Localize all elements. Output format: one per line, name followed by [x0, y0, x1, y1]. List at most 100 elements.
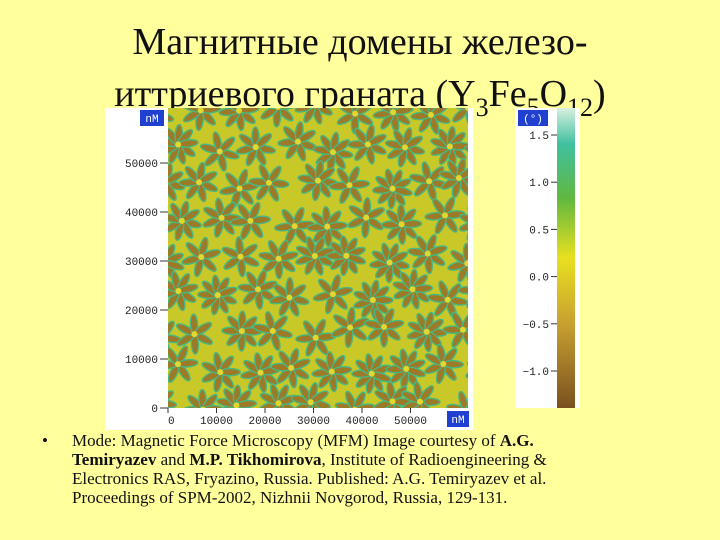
domain-center: [455, 175, 462, 182]
colorbar-tick-label: 0.5: [529, 225, 549, 237]
domain-center: [175, 141, 182, 148]
domain: [457, 285, 468, 295]
colorbar-tick-label: 0.0: [529, 273, 549, 285]
bullet-line: Electronics RAS, Fryazino, Russia. Publi…: [72, 469, 546, 488]
domain-center: [191, 331, 198, 338]
domain-center: [364, 141, 371, 148]
y-tick-label: 50000: [125, 159, 158, 171]
domain-center: [328, 368, 335, 375]
domain-center: [444, 296, 451, 303]
title-line-1: Магнитные домены железо-: [133, 21, 588, 63]
domain: [168, 260, 185, 271]
bullet-line: Mode: Magnetic Force Microscopy (MFM) Im…: [72, 431, 534, 450]
domain: [448, 108, 468, 111]
domain-center: [352, 406, 358, 408]
domain: [463, 143, 468, 153]
text-segment: Mode: Magnetic Force Microscopy (MFM) Im…: [72, 431, 500, 450]
domain-center: [218, 214, 225, 221]
domain-center: [329, 149, 336, 156]
text-segment: Temiryazev: [72, 450, 157, 469]
domain: [168, 399, 178, 408]
domain: [294, 108, 316, 113]
domain-center: [459, 326, 466, 333]
domain: [276, 108, 294, 122]
x-tick-label: 10000: [200, 416, 233, 428]
domain-center: [311, 253, 318, 260]
domain-center: [441, 212, 448, 219]
x-tick-label: 30000: [297, 416, 330, 428]
domain-center: [369, 296, 376, 303]
domain-center: [464, 260, 468, 267]
x-tick-label: 20000: [248, 416, 281, 428]
domain-center: [291, 223, 298, 230]
y-tick-label: 20000: [125, 306, 158, 318]
domain-center: [352, 110, 359, 117]
domain-center: [426, 178, 433, 185]
domain-center: [398, 221, 405, 228]
domain-center: [417, 398, 424, 405]
domain-center: [269, 327, 276, 334]
domain-center: [265, 179, 272, 186]
domain-center: [200, 406, 206, 408]
domain-center: [286, 294, 293, 301]
domain: [303, 108, 317, 124]
domain-center: [386, 259, 393, 266]
domain-center: [275, 255, 282, 262]
colorbar-tick-label: 1.0: [529, 178, 549, 190]
domain-center: [294, 138, 301, 145]
unit-box: [518, 110, 548, 126]
domain: [452, 108, 468, 123]
domain: [353, 391, 366, 408]
text-segment: M.P. Tikhomirova: [189, 450, 322, 469]
domain-center: [168, 181, 169, 185]
title-line-2: иттриевого граната (Y3Fe5O12): [114, 73, 605, 122]
x-unit: nM: [451, 415, 464, 427]
colorbar: [557, 108, 575, 408]
bullet-line: Proceedings of SPM-2002, Nizhnii Novgoro…: [72, 488, 507, 507]
colorbar-tick-label: 1.5: [529, 131, 549, 143]
text-segment: Proceedings of SPM-2002, Nizhnii Novgoro…: [72, 488, 507, 507]
unit-box: [140, 110, 164, 126]
y-tick-label: 10000: [125, 355, 158, 367]
domain: [458, 390, 468, 408]
domain-center: [389, 398, 396, 405]
domain-center: [329, 291, 336, 298]
domain-center: [217, 369, 224, 376]
domain-center: [247, 217, 254, 224]
domain: [182, 405, 204, 408]
domain-center: [252, 144, 259, 151]
domain-center: [403, 365, 410, 372]
domain: [260, 108, 279, 120]
domain-center: [465, 108, 468, 111]
x-tick-label: 40000: [345, 416, 378, 428]
domain: [168, 181, 177, 201]
domain: [168, 390, 175, 405]
domain-center: [197, 108, 204, 114]
domain-center: [347, 324, 354, 331]
domain-center: [427, 111, 434, 118]
domain-center: [446, 143, 453, 150]
domain-center: [257, 369, 264, 376]
domain-center: [346, 182, 353, 189]
magnetic-domains: [168, 108, 468, 408]
bullet-line: Temiryazev and M.P. Tikhomirova, Institu…: [72, 450, 547, 469]
domain: [459, 213, 468, 226]
domain-center: [363, 214, 370, 221]
domain: [202, 404, 224, 408]
domain: [277, 108, 299, 110]
domain-center: [238, 328, 245, 335]
y-tick-label: 0: [151, 404, 158, 416]
domain-center: [255, 286, 262, 293]
subscript: 3: [476, 93, 489, 122]
text-segment: A.G.: [500, 431, 534, 450]
domain: [313, 108, 333, 116]
bullet: •: [42, 431, 48, 450]
domain-center: [314, 177, 321, 184]
domain-center: [233, 402, 240, 408]
text-segment: Electronics RAS, Fryazino, Russia. Publi…: [72, 469, 546, 488]
domain: [168, 320, 175, 339]
domain-center: [312, 334, 319, 341]
domain: [466, 289, 468, 309]
domain-center: [175, 287, 182, 294]
